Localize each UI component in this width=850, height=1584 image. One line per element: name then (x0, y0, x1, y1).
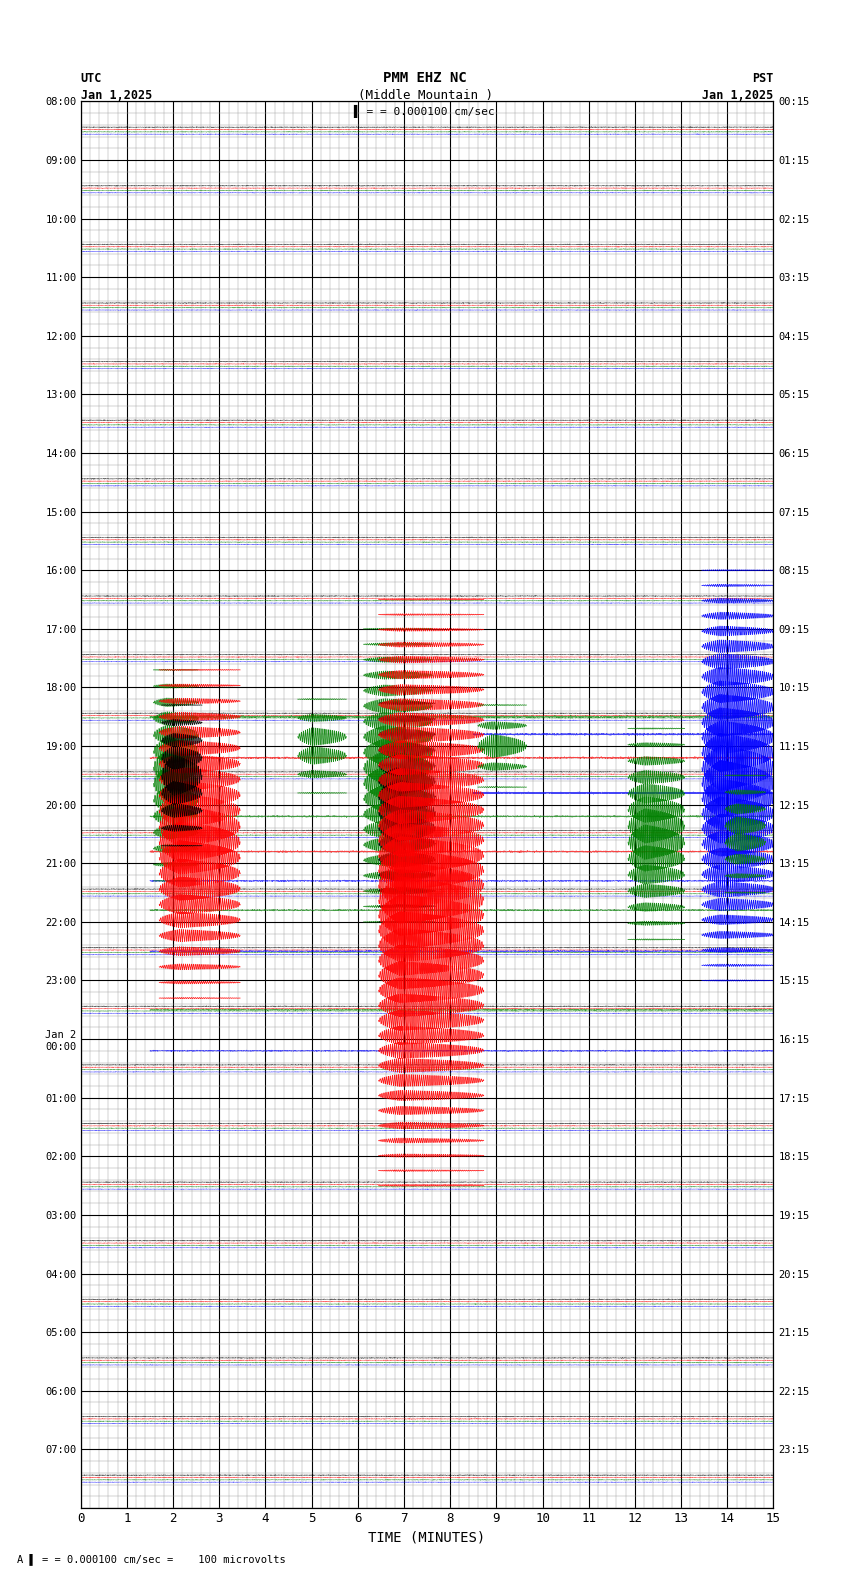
Text: Jan 1,2025: Jan 1,2025 (702, 89, 774, 101)
Text: A ▌ = = 0.000100 cm/sec =    100 microvolts: A ▌ = = 0.000100 cm/sec = 100 microvolts (17, 1554, 286, 1565)
Text: (Middle Mountain ): (Middle Mountain ) (358, 89, 492, 101)
Text: Jan 1,2025: Jan 1,2025 (81, 89, 152, 101)
Text: PST: PST (752, 71, 774, 84)
X-axis label: TIME (MINUTES): TIME (MINUTES) (369, 1530, 485, 1544)
Text: ▌ = = 0.000100 cm/sec: ▌ = = 0.000100 cm/sec (353, 105, 495, 117)
Text: PMM EHZ NC: PMM EHZ NC (383, 71, 467, 84)
Text: UTC: UTC (81, 71, 102, 84)
